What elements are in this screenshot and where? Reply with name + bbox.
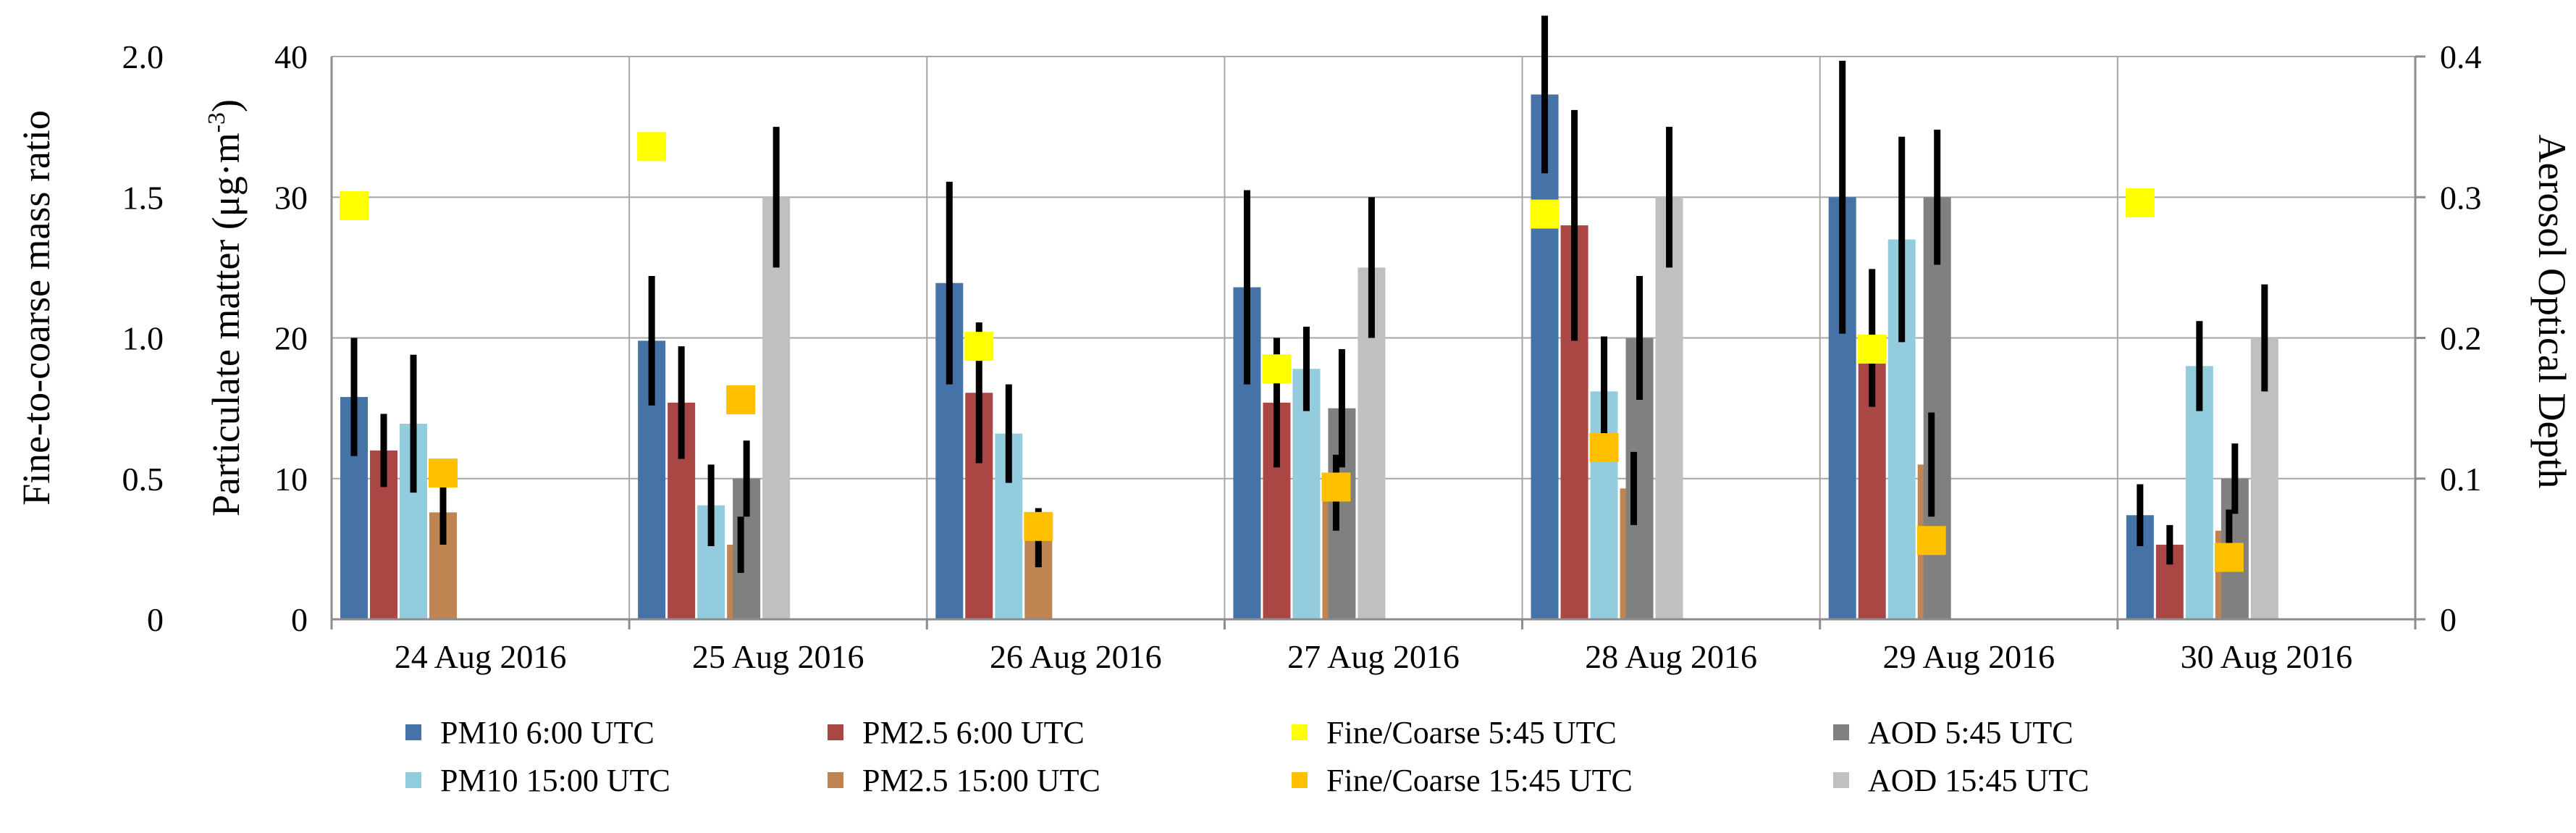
legend-label: AOD 15:45 UTC bbox=[1868, 763, 2089, 798]
legend: PM10 6:00 UTC PM2.5 6:00 UTC Fine/Coarse 5… bbox=[405, 715, 2089, 798]
tick-label-ratio: 1.5 bbox=[122, 179, 164, 216]
tick-label-aod: 0.1 bbox=[2440, 461, 2482, 498]
legend-item: AOD 5:45 UTC bbox=[1833, 715, 2074, 750]
tick-labels: 0 0.5 1.0 1.5 2.0 0 10 20 30 40 0 0.1 0.2 0.3 0.4 bbox=[122, 38, 2482, 638]
legend-label: PM2.5 15:00 UTC bbox=[862, 763, 1100, 798]
marker-fine-coarse-5-45-utc-3 bbox=[1262, 354, 1292, 384]
bar-pm10-6-00-utc-4 bbox=[1531, 94, 1559, 619]
legend-label: PM10 6:00 UTC bbox=[440, 715, 654, 750]
legend-swatch bbox=[405, 772, 421, 788]
marker-fine-coarse-5-45-utc-4 bbox=[1530, 199, 1560, 229]
category-label: 27 Aug 2016 bbox=[1287, 638, 1460, 675]
category-label: 30 Aug 2016 bbox=[2181, 638, 2353, 675]
legend-swatch bbox=[828, 772, 843, 788]
legend-swatch bbox=[1833, 724, 1849, 740]
legend-swatch bbox=[1292, 772, 1308, 788]
tick-label-ratio: 2.0 bbox=[122, 38, 164, 75]
y-axis-label-aod: Aerosol Optical Depth bbox=[2530, 135, 2574, 489]
legend-label: AOD 5:45 UTC bbox=[1868, 715, 2074, 750]
tick-label-pm: 40 bbox=[274, 38, 308, 75]
y-axis-label-pm-end: ) bbox=[204, 99, 248, 112]
error-bars bbox=[350, 15, 2268, 573]
legend-item: PM2.5 6:00 UTC bbox=[828, 715, 1085, 750]
legend-item: PM2.5 15:00 UTC bbox=[828, 763, 1100, 798]
tick-label-pm: 10 bbox=[274, 461, 308, 498]
y-axis-label-pm: Particulate matter (μg·m-3) bbox=[203, 99, 248, 516]
legend-swatch bbox=[405, 724, 421, 740]
tick-label-aod: 0 bbox=[2440, 601, 2457, 638]
legend-item: PM10 6:00 UTC bbox=[405, 715, 654, 750]
y-axis-label-pm-sup: -3 bbox=[203, 112, 230, 133]
marker-fine-coarse-5-45-utc-5 bbox=[1857, 335, 1887, 364]
tick-label-aod: 0.3 bbox=[2440, 179, 2482, 216]
category-label: 24 Aug 2016 bbox=[395, 638, 567, 675]
category-labels: 24 Aug 2016 25 Aug 2016 26 Aug 2016 27 Aug … bbox=[395, 638, 2353, 675]
legend-label: PM10 15:00 UTC bbox=[440, 763, 670, 798]
tick-label-aod: 0.2 bbox=[2440, 320, 2482, 357]
legend-swatch bbox=[1292, 724, 1308, 740]
tick-label-ratio: 1.0 bbox=[122, 320, 164, 357]
marker-fine-coarse-5-45-utc-0 bbox=[340, 191, 369, 220]
category-label: 29 Aug 2016 bbox=[1882, 638, 2055, 675]
tick-label-pm: 20 bbox=[274, 320, 308, 357]
ratio-markers bbox=[340, 132, 2244, 572]
marker-fine-coarse-15-45-utc-0 bbox=[429, 458, 458, 487]
y-axis-label-ratio: Fine-to-coarse mass ratio bbox=[14, 110, 58, 506]
category-label: 28 Aug 2016 bbox=[1585, 638, 1757, 675]
marker-fine-coarse-15-45-utc-6 bbox=[2214, 543, 2244, 572]
legend-label: Fine/Coarse 15:45 UTC bbox=[1326, 763, 1633, 798]
marker-fine-coarse-5-45-utc-6 bbox=[2125, 188, 2155, 218]
axes bbox=[330, 55, 2425, 629]
legend-label: Fine/Coarse 5:45 UTC bbox=[1326, 715, 1617, 750]
tick-label-pm: 30 bbox=[274, 179, 308, 216]
category-label: 26 Aug 2016 bbox=[990, 638, 1162, 675]
marker-fine-coarse-15-45-utc-5 bbox=[1916, 526, 1946, 556]
marker-fine-coarse-5-45-utc-1 bbox=[637, 132, 667, 162]
category-label: 25 Aug 2016 bbox=[692, 638, 864, 675]
legend-swatch bbox=[1833, 772, 1849, 788]
legend-swatch bbox=[828, 724, 843, 740]
marker-fine-coarse-15-45-utc-2 bbox=[1024, 511, 1053, 541]
legend-label: PM2.5 6:00 UTC bbox=[862, 715, 1085, 750]
tick-label-ratio: 0 bbox=[147, 601, 164, 638]
legend-item: Fine/Coarse 15:45 UTC bbox=[1292, 763, 1633, 798]
legend-item: AOD 15:45 UTC bbox=[1833, 763, 2089, 798]
marker-fine-coarse-15-45-utc-4 bbox=[1589, 433, 1619, 463]
tick-label-ratio: 0.5 bbox=[122, 461, 164, 498]
legend-item: Fine/Coarse 5:45 UTC bbox=[1292, 715, 1617, 750]
tick-label-aod: 0.4 bbox=[2440, 38, 2482, 75]
marker-fine-coarse-15-45-utc-1 bbox=[726, 385, 756, 414]
y-axis-label-pm-main: Particulate matter (μg·m bbox=[204, 133, 248, 516]
legend-item: PM10 15:00 UTC bbox=[405, 763, 670, 798]
marker-fine-coarse-5-45-utc-2 bbox=[964, 332, 994, 361]
tick-label-pm: 0 bbox=[291, 601, 308, 638]
marker-fine-coarse-15-45-utc-3 bbox=[1321, 472, 1351, 502]
